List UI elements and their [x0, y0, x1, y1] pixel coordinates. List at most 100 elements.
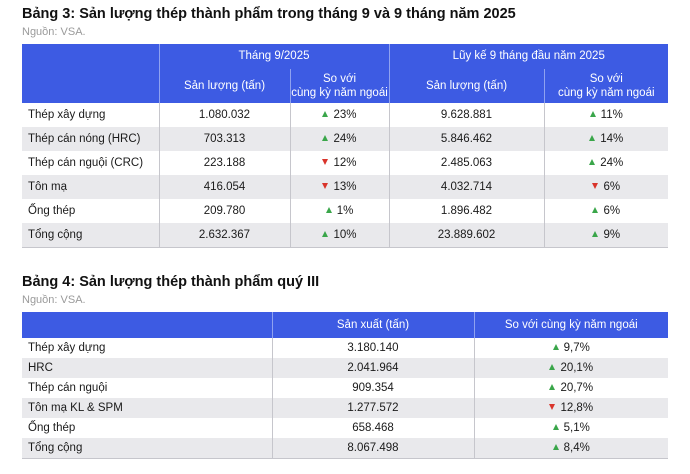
change-value: 13% [333, 181, 357, 193]
month-output: 2.632.367 [158, 223, 290, 248]
ytd-change: 14% [543, 127, 669, 151]
table3-month-compare-header: So với cùng kỳ năm ngoái [289, 69, 390, 103]
quarter-output: 8.067.498 [271, 438, 474, 459]
compare-line1: So với [322, 72, 357, 85]
table4-source: Nguồn: VSA. [22, 294, 86, 306]
row-label: Tổng cộng [22, 438, 272, 459]
change-value: 9% [603, 229, 621, 241]
triangle-up-icon [322, 111, 329, 117]
ytd-change: 9% [543, 223, 669, 248]
table3-ytd-output-header: Sản lượng (tấn) [388, 69, 545, 103]
table4-compare-header: So với cùng kỳ năm ngoái [473, 312, 668, 338]
ytd-change: 6% [543, 175, 669, 199]
triangle-up-icon [552, 344, 559, 350]
month-change: 12% [289, 151, 390, 175]
quarter-output: 3.180.140 [271, 338, 474, 358]
table-row: Thép cán nguội 909.354 20,7% [22, 378, 668, 398]
table3: Tháng 9/2025 Lũy kế 9 tháng đầu năm 2025… [22, 44, 669, 248]
row-label: Tôn mạ [22, 175, 159, 199]
triangle-down-icon [549, 404, 556, 410]
ytd-output: 23.889.602 [388, 223, 545, 248]
change-value: 14% [600, 133, 624, 145]
triangle-up-icon [589, 111, 596, 117]
table-row: Thép cán nguội (CRC) 223.188 12% 2.485.063 2… [22, 151, 669, 175]
table4-output-header: Sản xuất (tấn) [271, 312, 474, 338]
table-row: Tổng cộng 8.067.498 8,4% [22, 438, 668, 459]
triangle-up-icon [322, 231, 329, 237]
change-value: 6% [603, 205, 621, 217]
triangle-up-icon [592, 207, 599, 213]
month-change: 23% [289, 103, 390, 127]
table-row: Thép xây dựng 1.080.032 23% 9.628.881 11% [22, 103, 669, 127]
table3-ytd-compare-header: So với cùng kỳ năm ngoái [543, 69, 669, 103]
ytd-output: 5.846.462 [388, 127, 545, 151]
triangle-up-icon [325, 207, 332, 213]
table3-corner-cell [22, 44, 159, 103]
ytd-output: 1.896.482 [388, 199, 545, 223]
compare-line2: cùng kỳ năm ngoái [291, 87, 388, 99]
quarter-output: 909.354 [271, 378, 474, 398]
change-value: 9,7% [563, 342, 590, 354]
quarter-output: 1.277.572 [271, 398, 474, 418]
quarter-change: 9,7% [473, 338, 668, 358]
ytd-change: 24% [543, 151, 669, 175]
table3-month-output-header: Sản lượng (tấn) [158, 69, 290, 103]
table4: Sản xuất (tấn) So với cùng kỳ năm ngoái … [22, 312, 668, 459]
quarter-change: 8,4% [473, 438, 668, 459]
month-output: 223.188 [158, 151, 290, 175]
change-value: 20,1% [560, 362, 594, 374]
change-value: 12% [333, 157, 357, 169]
quarter-change: 20,1% [473, 358, 668, 378]
table3-source: Nguồn: VSA. [22, 26, 86, 38]
quarter-change: 5,1% [473, 418, 668, 438]
month-change: 10% [289, 223, 390, 248]
triangle-down-icon [322, 183, 329, 189]
month-output: 1.080.032 [158, 103, 290, 127]
change-value: 24% [333, 133, 357, 145]
change-value: 10% [333, 229, 357, 241]
month-change: 1% [289, 199, 390, 223]
triangle-up-icon [322, 135, 329, 141]
quarter-output: 658.468 [271, 418, 474, 438]
triangle-down-icon [322, 159, 329, 165]
row-label: Thép xây dựng [28, 109, 106, 121]
ytd-output: 2.485.063 [388, 151, 545, 175]
ytd-change: 6% [543, 199, 669, 223]
month-change: 13% [289, 175, 390, 199]
table-row: Tôn mạ KL & SPM 1.277.572 12,8% [22, 398, 668, 418]
triangle-up-icon [589, 159, 596, 165]
row-label: Ống thép [28, 422, 76, 434]
quarter-change: 20,7% [473, 378, 668, 398]
month-output: 416.054 [158, 175, 290, 199]
triangle-up-icon [552, 444, 559, 450]
change-value: 5,1% [563, 422, 590, 434]
triangle-up-icon [549, 384, 556, 390]
row-label: Tổng cộng [22, 223, 159, 248]
ytd-output: 4.032.714 [388, 175, 545, 199]
table-row: HRC 2.041.964 20,1% [22, 358, 668, 378]
row-label: HRC [22, 358, 272, 378]
triangle-up-icon [592, 231, 599, 237]
month-change: 24% [289, 127, 390, 151]
month-output: 703.313 [158, 127, 290, 151]
ytd-output: 9.628.881 [388, 103, 545, 127]
change-value: 11% [600, 109, 623, 121]
table-row: Ống thép 209.780 1% 1.896.482 6% [22, 199, 669, 223]
change-value: 23% [333, 109, 357, 121]
table-row: Thép xây dựng 3.180.140 9,7% [22, 338, 668, 358]
table-row: Tôn mạ 416.054 13% 4.032.714 6% [22, 175, 669, 199]
table3-title: Bảng 3: Sản lượng thép thành phẩm trong … [22, 6, 516, 22]
quarter-change: 12,8% [473, 398, 668, 418]
table-row: Tổng cộng 2.632.367 10% 23.889.602 9% [22, 223, 669, 248]
month-output: 209.780 [158, 199, 290, 223]
quarter-output: 2.041.964 [271, 358, 474, 378]
table3-group-month: Tháng 9/2025 [158, 44, 390, 69]
compare-line2: cùng kỳ năm ngoái [557, 87, 655, 99]
table-row: Thép cán nóng (HRC) 703.313 24% 5.846.462 14… [22, 127, 669, 151]
row-label: Thép cán nguội [28, 382, 108, 394]
change-value: 24% [600, 157, 624, 169]
row-label: Thép xây dựng [28, 342, 106, 354]
change-value: 1% [336, 205, 354, 217]
change-value: 12,8% [560, 402, 594, 414]
